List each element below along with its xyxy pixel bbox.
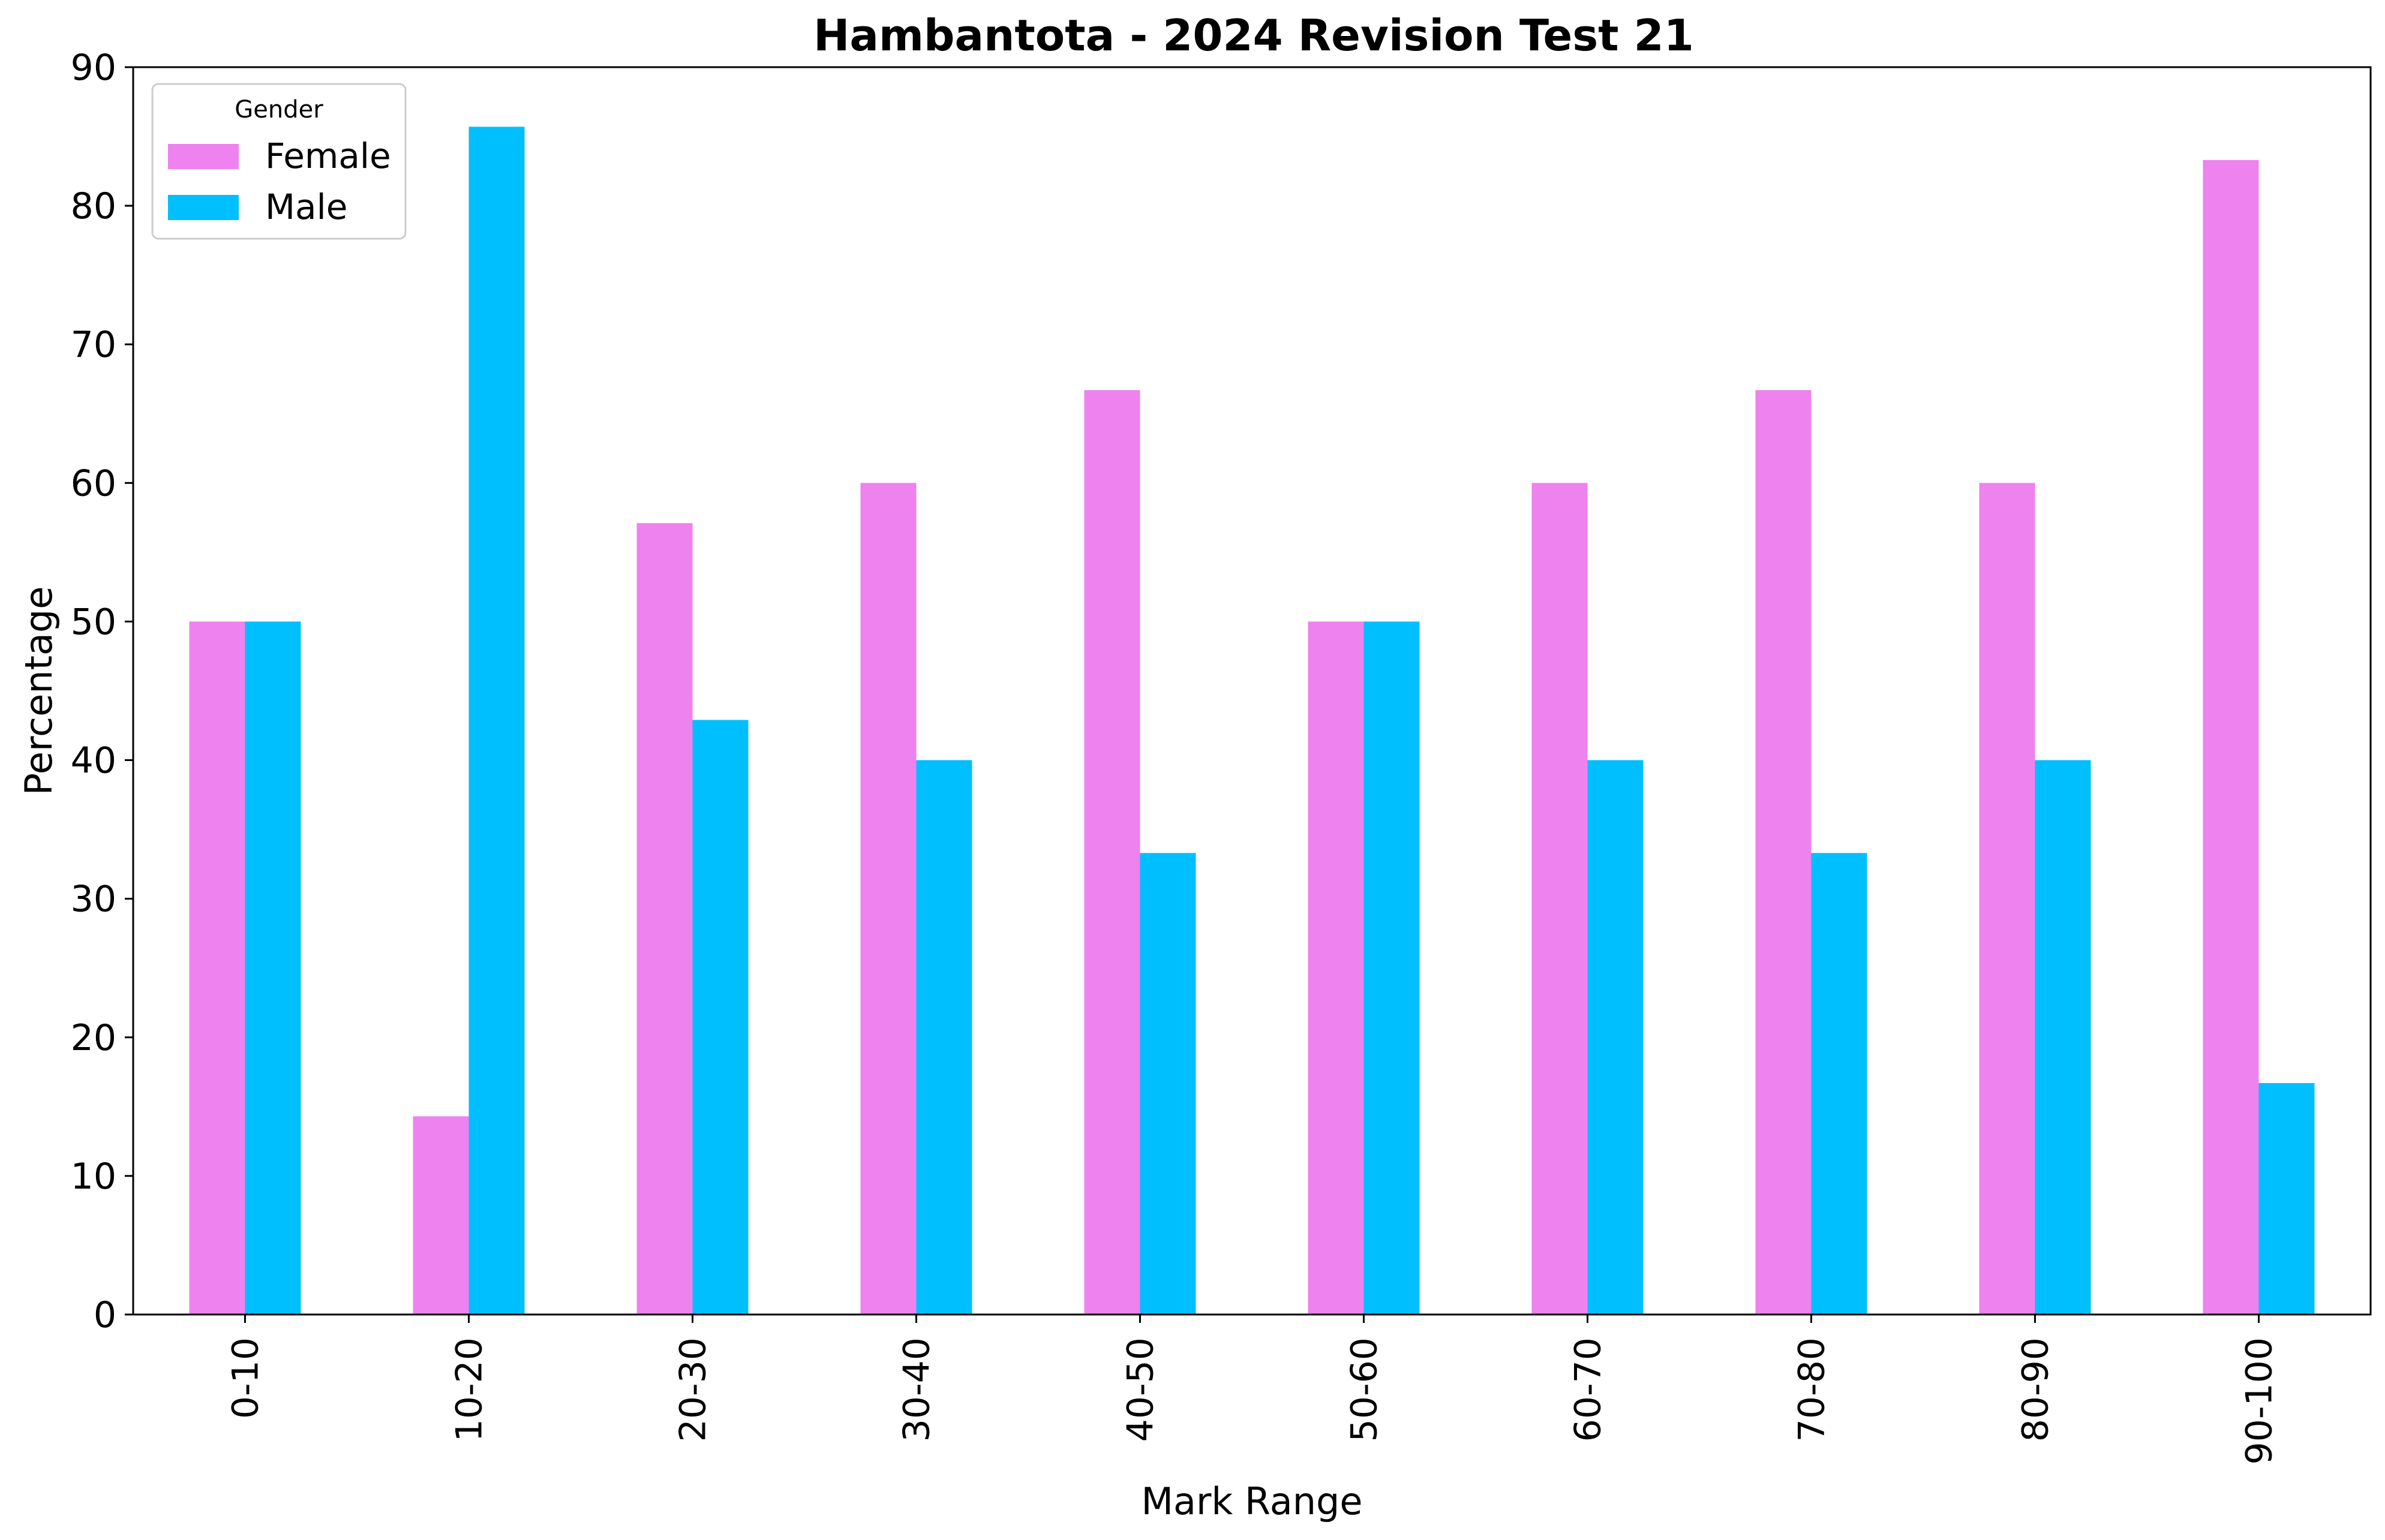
bar-male-0-10 [245,621,301,1315]
x-axis-ticks: 0-10 10-20 20-30 30-40 40-50 50-60 60-70 70-80 8… [225,1315,2281,1465]
x-tick-label: 50-60 [1344,1337,1386,1442]
bar-male-70-80 [1811,853,1867,1315]
bar-male-90-100 [2258,1083,2315,1315]
bar-female-50-60 [1308,621,1364,1315]
x-tick-label: 90-100 [2239,1337,2281,1465]
bar-female-70-80 [1755,390,1812,1315]
bar-female-0-10 [189,621,245,1315]
chart-title: Hambantota - 2024 Revision Test 21 [813,10,1694,61]
x-tick-label: 20-30 [672,1337,714,1442]
legend-swatch-male [168,195,239,220]
legend-label-female: Female [265,136,391,176]
x-tick-label: 30-40 [896,1337,938,1442]
y-tick-label: 50 [71,601,116,643]
bar-female-30-40 [860,483,917,1315]
x-tick-label: 60-70 [1567,1337,1609,1442]
bar-male-50-60 [1363,621,1420,1315]
bar-male-60-70 [1587,760,1644,1315]
bar-female-60-70 [1531,483,1588,1315]
x-tick-label: 70-80 [1791,1337,1833,1442]
y-tick-label: 0 [94,1294,116,1336]
y-tick-label: 10 [71,1156,116,1198]
y-axis-ticks: 0 10 20 30 40 50 60 70 80 90 [71,47,133,1336]
y-tick-label: 80 [71,185,116,227]
bar-male-10-20 [468,127,525,1315]
y-tick-label: 70 [71,324,116,366]
x-tick-label: 10-20 [449,1337,491,1442]
legend-swatch-female [168,144,239,169]
y-tick-label: 20 [71,1017,116,1059]
bar-male-20-30 [692,720,749,1315]
x-tick-label: 40-50 [1120,1337,1162,1442]
bar-female-40-50 [1084,390,1140,1315]
y-axis-label: Percentage [17,586,61,796]
x-tick-label: 0-10 [225,1337,267,1419]
y-tick-label: 90 [71,47,116,89]
bars-group [189,127,2315,1315]
plot-frame [132,66,2372,1316]
bar-male-80-90 [2035,760,2091,1315]
bar-male-30-40 [916,760,972,1315]
x-tick-label: 80-90 [2015,1337,2057,1442]
legend-label-male: Male [265,187,347,227]
y-tick-label: 30 [71,879,116,921]
bar-female-90-100 [2203,160,2259,1315]
legend: Gender Female Male [151,83,407,240]
x-axis-label: Mark Range [1141,1479,1362,1523]
legend-title: Gender [235,96,323,124]
y-tick-label: 60 [71,462,116,504]
bar-female-10-20 [413,1116,469,1315]
bar-female-80-90 [1979,483,2035,1315]
bar-male-40-50 [1140,853,1196,1315]
y-tick-label: 40 [71,740,116,782]
bar-female-20-30 [636,523,693,1315]
